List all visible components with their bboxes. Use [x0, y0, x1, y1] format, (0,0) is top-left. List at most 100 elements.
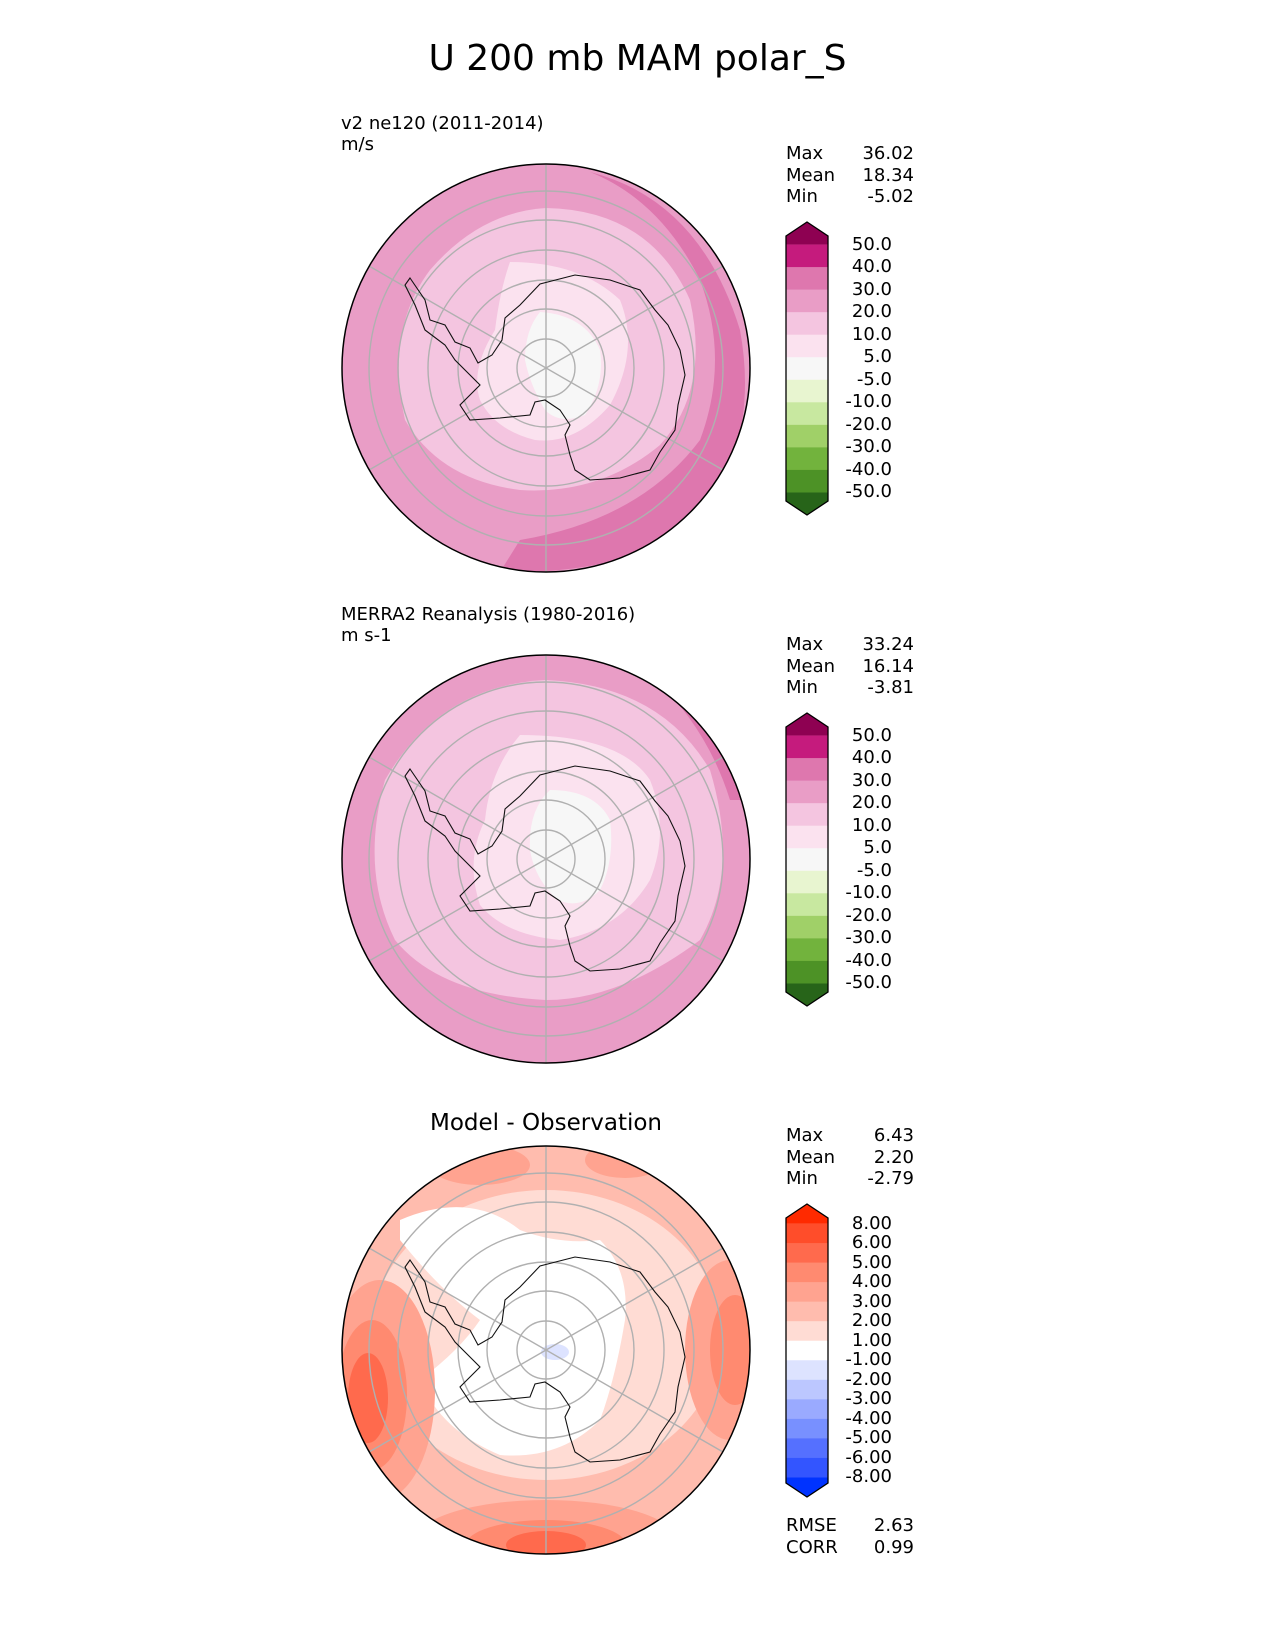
colorbar-tick-label: 20.0 [851, 792, 892, 814]
colorbar-tick-label: 5.00 [851, 1251, 892, 1273]
colorbar-segment [786, 960, 828, 984]
colorbar-tick-label: -30.0 [845, 436, 892, 458]
panel-3-map [342, 1146, 750, 1554]
contour-30-40 [640, 665, 745, 800]
panel-2-colorbar [785, 712, 829, 1007]
colorbar-segment [786, 1282, 828, 1303]
colorbar-segment [786, 424, 828, 448]
stat-label: Min [786, 1168, 818, 1189]
stat-value: 16.14 [862, 655, 914, 677]
colorbar-segment [786, 1457, 828, 1478]
stat-label: Max [786, 1125, 824, 1146]
panel-2-grid [368, 655, 724, 1063]
colorbar-tick-label: 40.0 [851, 747, 892, 769]
colorbar-segment [786, 758, 828, 782]
colorbar-segment [786, 1223, 828, 1244]
colorbar-tick-label: 5.0 [863, 837, 892, 859]
colorbar-tick-label: -5.0 [856, 368, 892, 390]
stat-value: -5.02 [867, 186, 914, 207]
stat-value: 6.43 [873, 1125, 914, 1146]
colorbar-tick-label: -20.0 [845, 904, 892, 926]
antarctica-coastline [404, 274, 686, 481]
colorbar-tick-label: 8.00 [851, 1212, 892, 1234]
panel-3-grid [368, 1146, 724, 1554]
colorbar-segment [786, 447, 828, 471]
panel-1-stats: Max 36.02 Mean 18.34 Min -5.02 [786, 143, 914, 208]
colorbar-segment [786, 1321, 828, 1342]
panel-2-model-label: MERRA2 Reanalysis (1980-2016) [341, 604, 636, 625]
colorbar-tick-label: 30.0 [851, 769, 892, 791]
stat-value: 18.34 [862, 164, 914, 186]
panel-1-model-label: v2 ne120 (2011-2014) [341, 113, 544, 134]
colorbar-tick-label: -30.0 [845, 927, 892, 949]
stat-label: Mean [786, 1146, 836, 1168]
colorbar-segment [786, 825, 828, 849]
colorbar-outline [785, 1203, 829, 1498]
colorbar-segment [786, 244, 828, 268]
colorbar-tick-label: -4.00 [845, 1407, 892, 1429]
colorbar-segment [786, 848, 828, 872]
stat-value: 2.20 [873, 1146, 914, 1168]
contour-5-6 [348, 1353, 388, 1443]
colorbar-tick-label: -2.00 [845, 1368, 892, 1390]
colorbar-segment [786, 312, 828, 336]
stat-value: 33.24 [862, 634, 914, 655]
panel-1-title: v2 ne120 (2011-2014) m/s [341, 113, 544, 155]
panel-1-colorbar [785, 221, 829, 516]
panel-1-grid [368, 164, 724, 572]
panel-3-stats: Max 6.43 Mean 2.20 Min -2.79 [786, 1125, 914, 1190]
colorbar-tick-label: 50.0 [851, 233, 892, 255]
colorbar-tick-label: -8.00 [845, 1466, 892, 1488]
stat-value: -2.79 [867, 1168, 914, 1189]
panel-1-units: m/s [341, 134, 374, 155]
colorbar-segment [786, 803, 828, 827]
colorbar-tick-label: -3.00 [845, 1388, 892, 1410]
colorbar-segment [786, 735, 828, 759]
contour-neg5-5 [529, 790, 612, 904]
stat-value: 0.99 [873, 1536, 914, 1558]
stat-label: Max [786, 634, 824, 655]
colorbar-segment [786, 357, 828, 381]
panel-1-border [341, 163, 751, 573]
colorbar-tick-label: 4.00 [851, 1271, 892, 1293]
colorbar-tick-label: 40.0 [851, 256, 892, 278]
colorbar-segment [786, 379, 828, 403]
colorbar-segment [786, 870, 828, 894]
colorbar-segment [786, 938, 828, 962]
colorbar-tick-label: -10.0 [845, 882, 892, 904]
colorbar-segment [786, 267, 828, 291]
panel-2-stats: Max 33.24 Mean 16.14 Min -3.81 [786, 634, 914, 699]
stat-label: Mean [786, 164, 836, 186]
colorbar-segment [786, 469, 828, 493]
stat-label: RMSE [786, 1515, 837, 1536]
colorbar-tick-label: 50.0 [851, 724, 892, 746]
colorbar-segment [786, 1418, 828, 1439]
antarctica-coastline [404, 1256, 686, 1463]
colorbar-tick-label: -40.0 [845, 458, 892, 480]
colorbar-segment [786, 893, 828, 917]
stat-label: Min [786, 677, 818, 698]
colorbar-tick-label: -5.00 [845, 1427, 892, 1449]
contour-4-5 [710, 1295, 750, 1405]
colorbar-segment [786, 1360, 828, 1381]
panel-2-border [341, 654, 751, 1064]
colorbar-tick-label: -50.0 [845, 972, 892, 994]
antarctica-coastline [404, 765, 686, 972]
panel-2-title: MERRA2 Reanalysis (1980-2016) m s-1 [341, 604, 635, 646]
colorbar-segment [786, 1204, 828, 1224]
colorbar-tick-label: 1.00 [851, 1329, 892, 1351]
colorbar-segment [786, 402, 828, 426]
colorbar-tick-label: 2.00 [851, 1310, 892, 1332]
stat-label: Max [786, 143, 824, 164]
colorbar-segment [786, 492, 828, 515]
colorbar-tick-label: -20.0 [845, 413, 892, 435]
colorbar-segment [786, 1340, 828, 1361]
colorbar-tick-label: -10.0 [845, 391, 892, 413]
contour-3-4 [585, 1146, 665, 1178]
colorbar-tick-label: -50.0 [845, 481, 892, 503]
contour-30-40 [500, 172, 745, 572]
colorbar-segment [786, 1438, 828, 1459]
stat-label: Min [786, 186, 818, 207]
stat-label: Mean [786, 655, 836, 677]
